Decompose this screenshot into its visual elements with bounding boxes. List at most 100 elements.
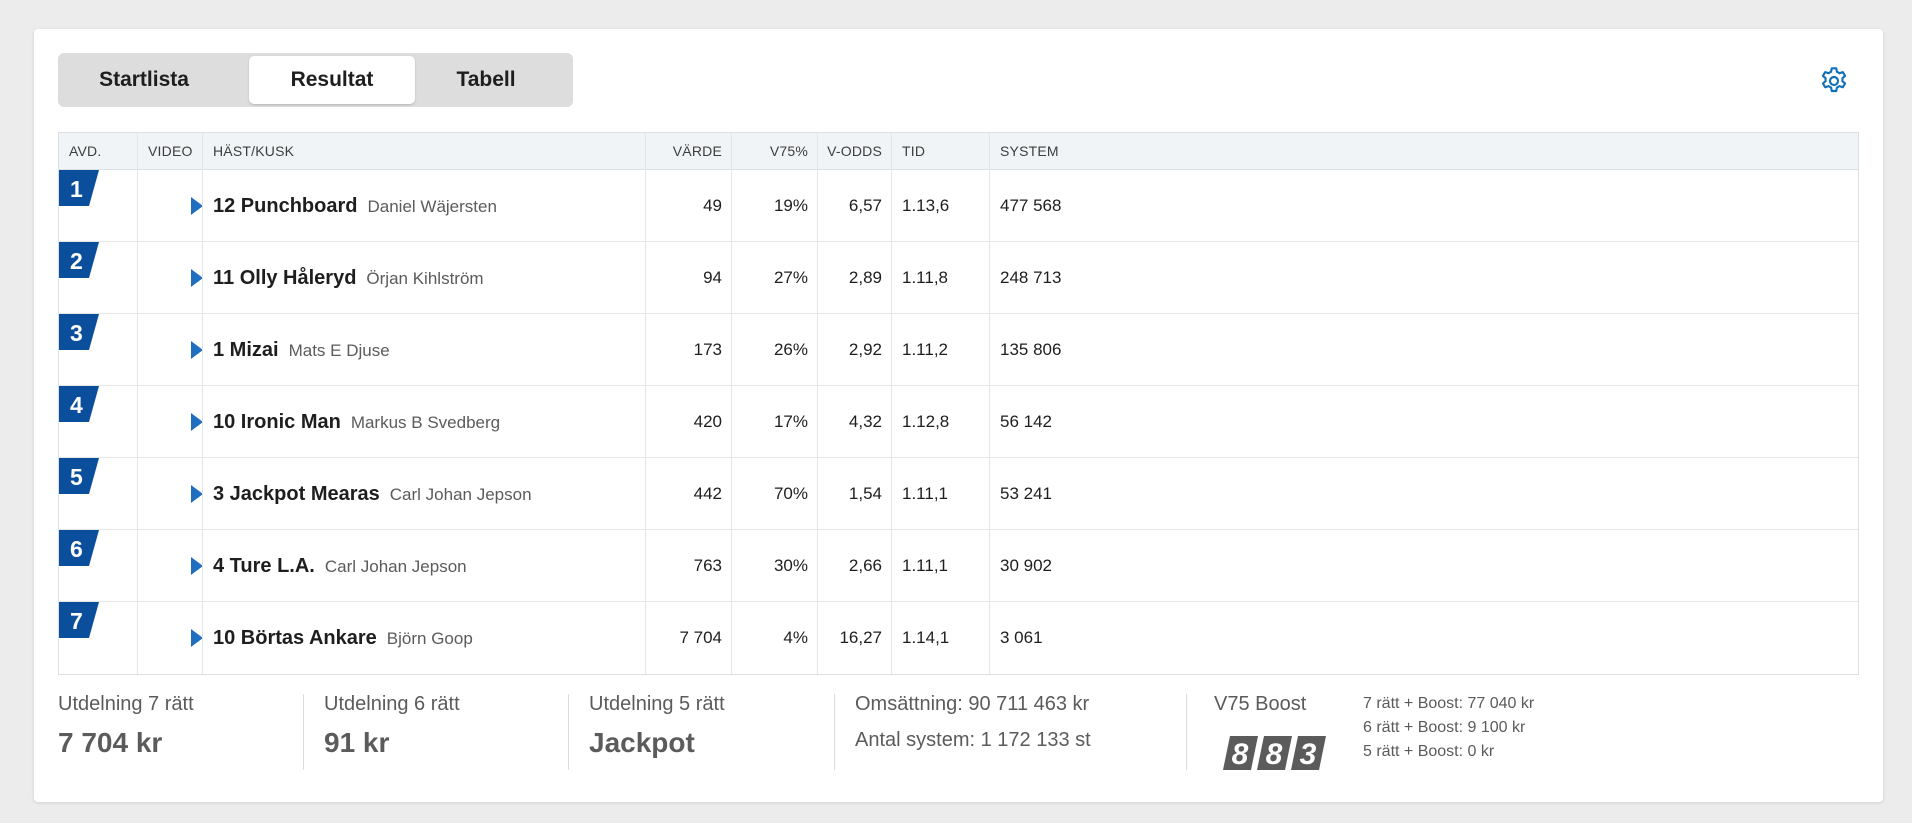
horse-name[interactable]: 10 Börtas Ankare xyxy=(213,627,377,649)
tab-resultat[interactable]: Resultat xyxy=(249,56,415,104)
race-number-badge: 7 xyxy=(59,602,107,644)
boost-line-6: 6 rätt + Boost: 9 100 kr xyxy=(1363,719,1526,736)
driver-name: Örjan Kihlström xyxy=(366,269,484,288)
driver-name: Carl Johan Jepson xyxy=(324,557,467,576)
system-cell: 248 713 xyxy=(1000,268,1062,287)
header-odds: V-ODDS xyxy=(827,143,882,159)
driver-name: Björn Goop xyxy=(386,629,473,648)
boost-digit: 8 xyxy=(1266,738,1283,771)
pct-cell: 27% xyxy=(773,268,808,287)
time-cell: 1.12,8 xyxy=(902,412,950,431)
system-cell: 135 806 xyxy=(1000,340,1062,359)
payout-6-value: 91 kr xyxy=(324,727,390,758)
header-pct: V75% xyxy=(769,143,808,159)
payout-6: Utdelning 6 rätt 91 kr xyxy=(324,692,460,772)
odds-cell: 2,66 xyxy=(848,556,882,575)
header-video: VIDEO xyxy=(148,143,193,159)
value-cell: 763 xyxy=(693,556,722,575)
driver-name: Daniel Wäjersten xyxy=(367,197,497,216)
turnover-info: Omsättning: 90 711 463 kr Antal system: … xyxy=(855,692,1091,772)
odds-cell: 2,89 xyxy=(848,268,882,287)
odds-cell: 1,54 xyxy=(848,484,882,503)
race-number: 1 xyxy=(70,176,83,202)
race-number: 6 xyxy=(70,536,83,562)
boost-digit: 8 xyxy=(1232,738,1249,771)
boost-payouts: 7 rätt + Boost: 77 040 kr 6 rätt + Boost… xyxy=(1363,692,1534,772)
payout-footer: Utdelning 7 rätt 7 704 kr Utdelning 6 rä… xyxy=(58,692,1859,772)
driver-name: Markus B Svedberg xyxy=(350,413,501,432)
play-video-icon[interactable] xyxy=(187,194,207,218)
driver-name: Carl Johan Jepson xyxy=(389,485,532,504)
value-cell: 49 xyxy=(703,196,722,215)
horse-name[interactable]: 4 Ture L.A. xyxy=(213,555,315,577)
horse-name[interactable]: 3 Jackpot Mearas xyxy=(213,483,380,505)
pct-cell: 4% xyxy=(783,628,808,647)
system-cell: 56 142 xyxy=(1000,412,1052,431)
race-number-badge: 3 xyxy=(59,314,107,356)
payout-6-label: Utdelning 6 rätt xyxy=(324,693,460,715)
race-number-badge: 5 xyxy=(59,458,107,500)
time-cell: 1.13,6 xyxy=(902,196,950,215)
race-number-badge: 2 xyxy=(59,242,107,284)
header-avd: AVD. xyxy=(69,143,102,159)
race-number: 4 xyxy=(70,392,83,418)
play-video-icon[interactable] xyxy=(187,626,207,650)
play-video-icon[interactable] xyxy=(187,410,207,434)
driver-name: Mats E Djuse xyxy=(288,341,390,360)
play-video-icon[interactable] xyxy=(187,554,207,578)
system-cell: 3 061 xyxy=(1000,628,1043,647)
table-row: 3 1 Mizai Mats E Djuse 173 26% 2,92 1.11,2 135 … xyxy=(59,314,1858,386)
time-cell: 1.11,1 xyxy=(902,484,949,503)
view-tabs: Startlista Resultat Tabell xyxy=(58,53,573,107)
header-horse: HÄST/KUSK xyxy=(213,143,295,159)
race-number-badge: 1 xyxy=(59,170,107,212)
payout-7: Utdelning 7 rätt 7 704 kr xyxy=(58,692,194,772)
horse-driver-cell: 12 Punchboard Daniel Wäjersten xyxy=(213,170,497,242)
header-value: VÄRDE xyxy=(672,143,722,159)
table-row: 1 12 Punchboard Daniel Wäjersten 49 19% 6,57 1… xyxy=(59,170,1858,242)
table-row: 7 10 Börtas Ankare Björn Goop 7 704 4% 16,27 1… xyxy=(59,602,1858,674)
play-video-icon[interactable] xyxy=(187,338,207,362)
tab-startlista[interactable]: Startlista xyxy=(61,56,227,104)
horse-driver-cell: 10 Ironic Man Markus B Svedberg xyxy=(213,386,500,458)
race-number: 5 xyxy=(70,464,83,490)
tab-tabell[interactable]: Tabell xyxy=(403,56,569,104)
system-cell: 30 902 xyxy=(1000,556,1052,575)
race-number: 3 xyxy=(70,320,83,346)
race-number: 7 xyxy=(70,608,83,634)
horse-name[interactable]: 11 Olly Håleryd xyxy=(213,267,357,289)
value-cell: 420 xyxy=(693,412,722,431)
system-cell: 53 241 xyxy=(1000,484,1052,503)
horse-name[interactable]: 10 Ironic Man xyxy=(213,411,341,433)
race-number: 2 xyxy=(70,248,83,274)
odds-cell: 6,57 xyxy=(848,196,882,215)
turnover-text: Omsättning: 90 711 463 kr xyxy=(855,693,1090,715)
play-video-icon[interactable] xyxy=(187,482,207,506)
play-video-icon[interactable] xyxy=(187,266,207,290)
time-cell: 1.11,1 xyxy=(902,556,949,575)
results-table: AVD. VIDEO HÄST/KUSK VÄRDE V75% V-ODDS T… xyxy=(58,132,1859,675)
payout-7-value: 7 704 kr xyxy=(58,727,163,758)
header-system: SYSTEM xyxy=(1000,143,1059,159)
payout-5-label: Utdelning 5 rätt xyxy=(589,693,725,715)
horse-driver-cell: 3 Jackpot Mearas Carl Johan Jepson xyxy=(213,458,532,530)
value-cell: 94 xyxy=(703,268,722,287)
time-cell: 1.11,2 xyxy=(902,340,949,359)
odds-cell: 4,32 xyxy=(848,412,882,431)
results-card: Startlista Resultat Tabell AVD. VIDEO HÄ… xyxy=(34,29,1883,802)
horse-name[interactable]: 1 Mizai xyxy=(213,339,279,361)
pct-cell: 17% xyxy=(773,412,808,431)
table-row: 5 3 Jackpot Mearas Carl Johan Jepson 442 70%… xyxy=(59,458,1858,530)
table-row: 6 4 Ture L.A. Carl Johan Jepson 763 30% 2,66 1… xyxy=(59,530,1858,602)
time-cell: 1.11,8 xyxy=(902,268,949,287)
time-cell: 1.14,1 xyxy=(902,628,950,647)
table-header: AVD. VIDEO HÄST/KUSK VÄRDE V75% V-ODDS T… xyxy=(59,133,1858,170)
odds-cell: 16,27 xyxy=(839,628,882,647)
horse-name[interactable]: 12 Punchboard xyxy=(213,195,358,217)
value-cell: 173 xyxy=(693,340,722,359)
race-number-badge: 6 xyxy=(59,530,107,572)
gear-icon[interactable] xyxy=(1818,65,1850,97)
payout-5-value: Jackpot xyxy=(589,727,695,758)
